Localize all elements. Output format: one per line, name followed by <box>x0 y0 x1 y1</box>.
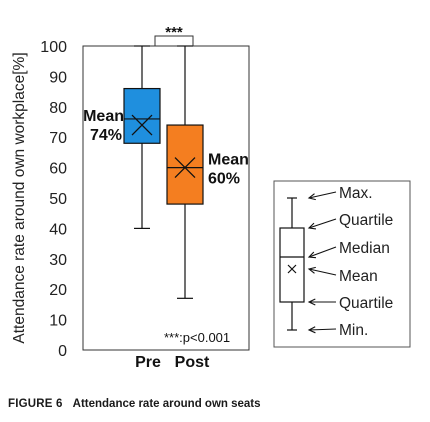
figure-caption: FIGURE 6 Attendance rate around own seats <box>8 398 261 410</box>
y-tick-label: 50 <box>49 191 67 208</box>
legend-label: Quartile <box>339 212 393 229</box>
legend-label: Median <box>339 240 390 257</box>
significance-bracket <box>154 35 194 46</box>
y-tick-label: 60 <box>49 161 67 178</box>
box-iqr <box>166 124 204 205</box>
y-axis-label: Attendance rate around own workplace[%] <box>11 52 28 343</box>
box-iqr <box>123 87 161 144</box>
mean-marker <box>174 157 196 179</box>
legend-arrowhead <box>307 298 316 306</box>
mean-label: Mean <box>83 108 124 125</box>
x-tick-label: Post <box>175 354 210 371</box>
legend-arrowhead <box>307 251 317 259</box>
significance-stars: *** <box>165 24 183 41</box>
boxes: Mean 74% Mean 60% <box>83 45 249 299</box>
legend-arrowhead <box>307 193 316 201</box>
box-pre: Mean 74% <box>83 45 161 229</box>
y-tick-label: 30 <box>49 252 67 269</box>
y-tick-label: 70 <box>49 130 67 147</box>
legend-box <box>279 227 305 303</box>
y-tick-label: 100 <box>40 39 67 56</box>
legend-arrowhead <box>307 222 317 230</box>
mean-value-label: 74% <box>90 127 122 144</box>
mean-value-label: 60% <box>208 171 240 188</box>
legend: Max. Quartile Median Mean Quartile Min. <box>279 185 393 339</box>
legend-label: Min. <box>339 322 368 339</box>
y-tick-label: 0 <box>58 343 67 360</box>
legend-arrow <box>308 218 337 229</box>
y-tick-label: 20 <box>49 282 67 299</box>
legend-arrow <box>308 246 337 258</box>
legend-frame <box>273 180 411 348</box>
legend-label: Quartile <box>339 295 393 312</box>
box-plot-chart: Attendance rate around own workplace[%] … <box>11 24 411 371</box>
legend-arrowhead <box>307 266 316 274</box>
figure-caption-text: Attendance rate around own seats <box>72 398 261 410</box>
legend-label: Max. <box>339 185 373 202</box>
y-tick-label: 10 <box>49 313 67 330</box>
mean-marker <box>131 114 153 136</box>
legend-label: Mean <box>339 268 378 285</box>
legend-arrow <box>308 268 337 276</box>
plot-frame <box>82 45 250 351</box>
box-post: Mean 60% <box>166 45 249 299</box>
mean-label: Mean <box>208 152 249 169</box>
figure-label: FIGURE 6 <box>8 398 63 410</box>
legend-mean-marker <box>287 264 297 274</box>
y-tick-label: 40 <box>49 221 67 238</box>
legend-arrow <box>308 328 337 331</box>
y-tick-label: 90 <box>49 69 67 86</box>
x-tick-label: Pre <box>135 354 161 371</box>
y-tick-labels: 0 10 20 30 40 50 60 70 80 90 100 <box>40 39 67 360</box>
x-tick-labels: Pre Post <box>135 354 210 371</box>
legend-arrowhead <box>307 326 316 334</box>
p-value-note: ***:p<0.001 <box>164 330 230 345</box>
y-tick-label: 80 <box>49 100 67 117</box>
legend-arrow <box>308 191 337 199</box>
